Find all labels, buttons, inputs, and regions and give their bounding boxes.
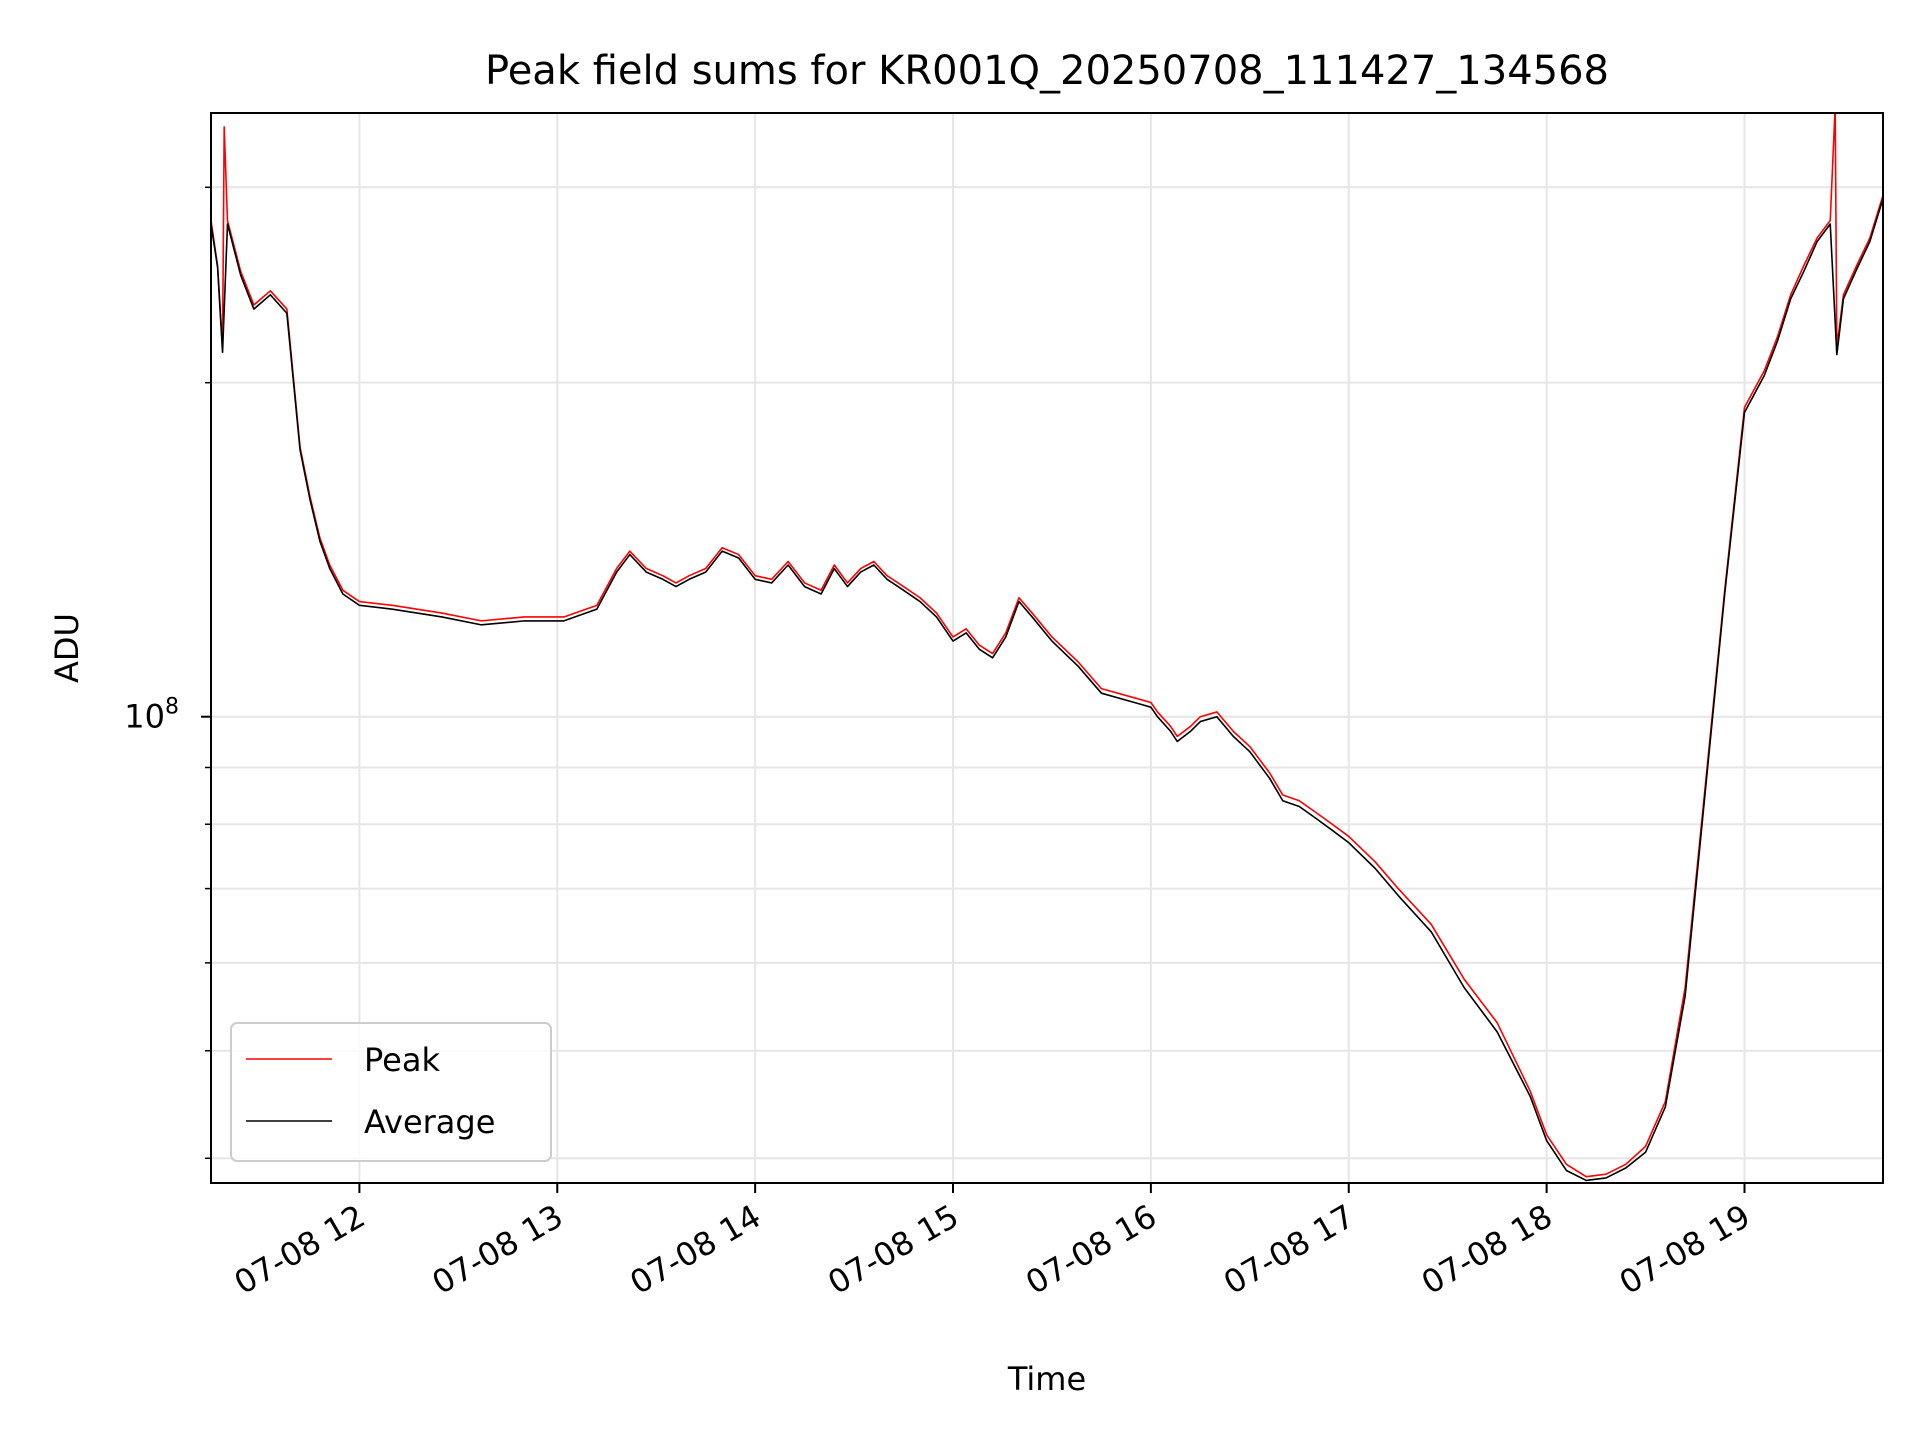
plot-area bbox=[211, 113, 1883, 1182]
legend-label-peak: Peak bbox=[364, 1041, 440, 1079]
x-axis-title: Time bbox=[1007, 1360, 1086, 1398]
chart-title: Peak field sums for KR001Q_20250708_1114… bbox=[485, 48, 1609, 94]
y-tick-label-exponent: 8 bbox=[165, 695, 179, 720]
y-axis-title: ADU bbox=[48, 613, 86, 683]
axes-frame bbox=[210, 112, 1884, 1184]
legend-box bbox=[230, 1022, 552, 1162]
legend: Peak Average bbox=[230, 1022, 552, 1162]
series-line-peak bbox=[211, 113, 1883, 1178]
series-line-average bbox=[211, 198, 1883, 1182]
grid bbox=[211, 113, 1883, 1183]
y-tick-label-base: 10 bbox=[124, 698, 165, 736]
legend-label-average: Average bbox=[364, 1103, 495, 1141]
y-tick-label: 108 bbox=[124, 695, 179, 736]
